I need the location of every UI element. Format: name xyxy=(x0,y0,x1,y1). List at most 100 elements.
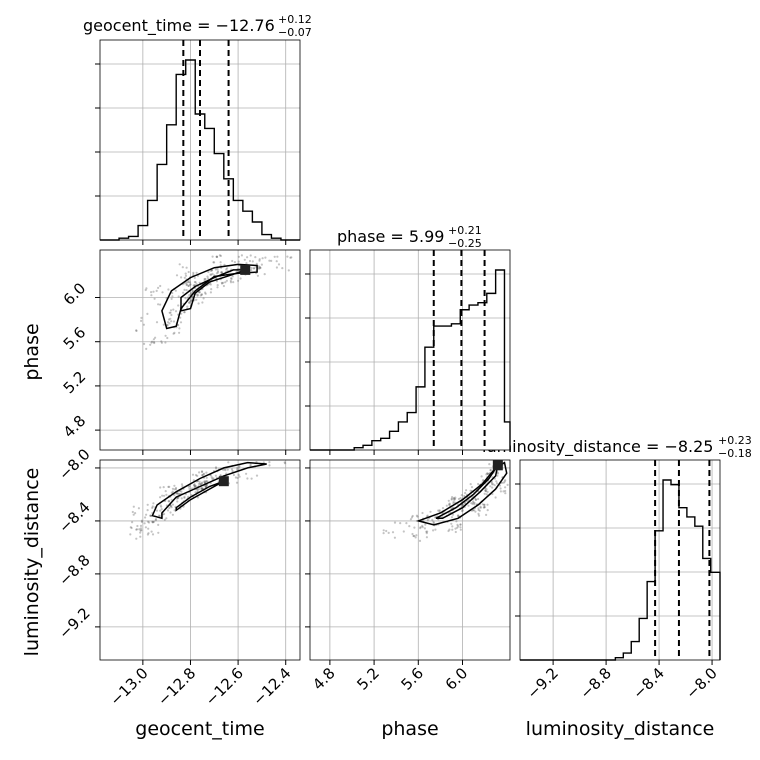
scatter-point xyxy=(454,530,457,534)
scatter-point xyxy=(239,277,242,280)
scatter-point xyxy=(168,500,171,503)
scatter-point xyxy=(226,267,229,270)
scatter-point xyxy=(180,483,184,486)
scatter-point xyxy=(472,509,475,512)
scatter-point xyxy=(432,529,435,532)
density-peak xyxy=(240,264,251,275)
scatter-point xyxy=(165,517,168,520)
grid xyxy=(310,250,510,450)
scatter-point xyxy=(454,527,457,530)
scatter-point xyxy=(196,294,199,297)
title-sub-2: −0.18 xyxy=(718,447,752,460)
scatter-point xyxy=(193,483,196,486)
scatter-point xyxy=(149,514,152,517)
scatter-point xyxy=(421,526,424,529)
scatter-point xyxy=(275,260,278,263)
scatter-point xyxy=(456,514,459,517)
scatter-point xyxy=(155,321,159,324)
panel-frame xyxy=(309,459,511,661)
scatter-point xyxy=(176,500,179,503)
scatter-point xyxy=(154,336,157,339)
scatter-point xyxy=(210,269,213,272)
scatter-point xyxy=(200,487,204,490)
scatter-point xyxy=(194,484,197,488)
x-tick-label: −8.0 xyxy=(682,664,720,702)
scatter-point xyxy=(201,474,204,477)
scatter-point xyxy=(257,266,260,269)
scatter-point xyxy=(459,523,462,526)
scatter-point xyxy=(151,533,155,536)
scatter-point xyxy=(477,514,481,517)
scatter-point xyxy=(215,467,218,470)
scatter-point xyxy=(202,297,205,300)
scatter-point xyxy=(264,256,267,259)
contour-outer xyxy=(161,263,258,330)
contour-inner xyxy=(175,480,225,512)
scatter-point xyxy=(393,536,396,539)
scatter-point xyxy=(276,255,279,258)
scatter-point xyxy=(223,468,226,471)
scatter-point xyxy=(173,331,176,334)
scatter-point xyxy=(194,491,197,494)
scatter-point xyxy=(502,490,505,493)
scatter-point xyxy=(393,521,397,524)
scatter-point xyxy=(178,263,181,266)
scatter-point xyxy=(145,347,148,350)
scatter-point xyxy=(477,497,480,501)
scatter-point xyxy=(166,336,169,340)
scatter-point xyxy=(210,476,213,479)
scatter-point xyxy=(472,501,475,504)
scatter-point xyxy=(163,518,166,521)
scatter-point xyxy=(237,473,240,476)
scatter-point xyxy=(506,483,509,486)
scatter-point xyxy=(203,277,206,281)
scatter-point xyxy=(168,322,171,325)
title-main-1: phase = 5.99 xyxy=(337,227,444,246)
scatter-point xyxy=(256,274,259,277)
scatter-point xyxy=(224,281,227,284)
grid xyxy=(310,460,510,660)
scatter-point xyxy=(486,503,489,506)
scatter-point xyxy=(170,506,173,509)
scatter-point xyxy=(492,483,495,486)
y-ticks: 4.8 5.2 5.6 6.0 xyxy=(60,279,100,441)
scatter-point xyxy=(410,516,414,519)
scatter-point xyxy=(218,254,221,257)
scatter-point xyxy=(488,463,491,466)
scatter-point xyxy=(233,261,236,264)
scatter-point xyxy=(485,488,488,491)
scatter-point xyxy=(173,494,176,497)
scatter-point xyxy=(477,512,480,516)
histogram-step xyxy=(310,269,511,451)
panel-phase-phase xyxy=(305,249,511,455)
y-tick-label: 6.0 xyxy=(60,279,90,309)
scatter-point xyxy=(187,281,190,284)
scatter-point xyxy=(460,504,463,507)
scatter-point xyxy=(448,528,451,531)
scatter-point xyxy=(467,504,470,507)
scatter-point xyxy=(474,510,477,513)
scatter-point xyxy=(448,503,451,506)
density-peak xyxy=(218,476,229,487)
panel-luminosity_distance-luminosity_distance: −9.2 −8.8 −8.4 −8.0 xyxy=(515,459,721,703)
grid xyxy=(520,460,720,660)
scatter-point xyxy=(445,504,448,507)
scatter-point xyxy=(154,518,158,521)
scatter-point xyxy=(253,267,256,270)
scatter-point xyxy=(258,259,261,262)
scatter-point xyxy=(169,505,172,508)
scatter-point xyxy=(204,277,207,281)
scatter-point xyxy=(184,274,188,277)
scatter-point xyxy=(491,486,494,489)
xlabel-phase: phase xyxy=(381,718,438,740)
scatter-point xyxy=(230,468,234,471)
scatter-point xyxy=(153,297,156,300)
scatter-point xyxy=(246,256,249,259)
x-tick-label: 5.6 xyxy=(398,664,428,694)
scatter-point xyxy=(432,520,435,523)
scatter-point xyxy=(263,273,266,276)
scatter-point xyxy=(209,273,212,276)
x-tick-label: −9.2 xyxy=(523,664,561,702)
scatter-point xyxy=(147,532,150,535)
scatter-point xyxy=(268,259,271,262)
